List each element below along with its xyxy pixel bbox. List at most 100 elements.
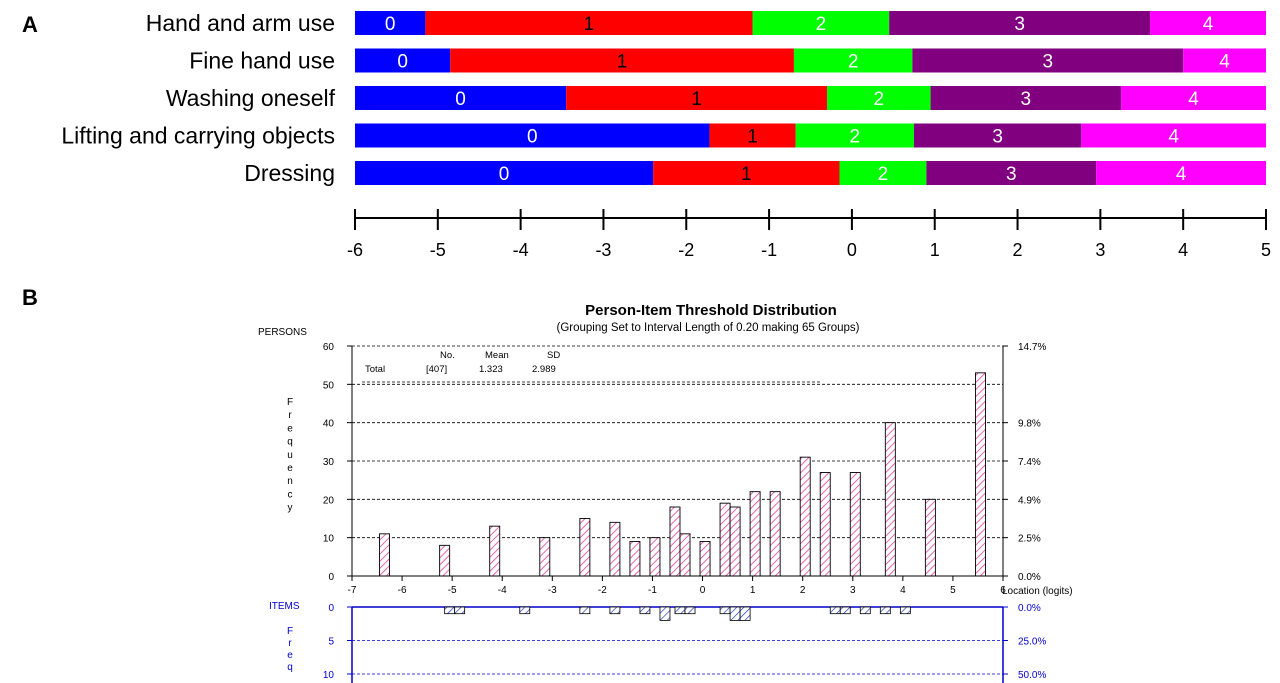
tick-label: 4: [1178, 240, 1188, 260]
row-label: Dressing: [244, 160, 335, 186]
items-axis-label: ITEMS: [269, 601, 300, 612]
stats-value-mean: 1.323: [479, 364, 503, 375]
person-bar: [924, 498, 936, 577]
item-bar: [859, 606, 871, 615]
item-bar: [719, 606, 731, 615]
segment-label: 0: [455, 89, 466, 110]
segment-label: 0: [499, 164, 510, 185]
person-bar: [679, 533, 691, 577]
segment-0: [355, 123, 710, 148]
panel-b-label: B: [22, 285, 38, 310]
segment-4: [1150, 11, 1266, 35]
person-bar: [579, 518, 591, 577]
tick-label: -6: [347, 240, 363, 260]
y-tick-label: 50: [323, 380, 335, 391]
segment-label: 4: [1176, 164, 1187, 185]
panel-a-label: A: [22, 12, 38, 37]
segment-label: 1: [747, 127, 758, 148]
x-tick-label: -6: [398, 585, 407, 596]
segment-1: [653, 161, 840, 185]
items-y-label-letter: F: [287, 626, 293, 637]
x-tick-label: -2: [598, 585, 607, 596]
segment-2: [827, 86, 931, 110]
tick-label: 3: [1095, 240, 1105, 260]
tick-label: -2: [678, 240, 694, 260]
x-tick-label: -4: [498, 585, 507, 596]
item-bar: [609, 606, 621, 615]
stats-header-sd: SD: [547, 350, 560, 361]
segment-4: [1183, 48, 1266, 73]
items-y-label-letter: r: [288, 638, 292, 649]
person-bar: [769, 491, 781, 577]
panel-a-rows: Hand and arm use 0 1 2 3 4 Fine hand use 0 1 2 3 4 W…: [61, 10, 1266, 186]
y-axis-label-letter: y: [288, 503, 293, 514]
segment-4: [1096, 161, 1266, 185]
persons-bars: [379, 372, 986, 577]
person-bar: [799, 456, 811, 577]
segment-label: 0: [397, 52, 408, 73]
segment-label: 1: [741, 164, 752, 185]
y-axis-label-letter: e: [287, 463, 293, 474]
stats-header-no: No.: [440, 350, 455, 361]
x-tick-label: -7: [348, 585, 357, 596]
y-tick-label: 10: [323, 534, 335, 545]
item-bar: [729, 606, 741, 621]
right-tick-label: 0.0%: [1018, 572, 1041, 583]
y-tick-label: 20: [323, 495, 335, 506]
segment-label: 1: [691, 89, 702, 110]
panel-a-x-axis: -6 -5 -4 -3 -2 -1 0 1 2 3 4 5: [347, 209, 1271, 260]
segment-label: 4: [1188, 89, 1199, 110]
x-tick-label: 2: [800, 585, 806, 596]
item-bar: [454, 606, 466, 615]
y-tick-label: 60: [323, 342, 335, 353]
segment-1: [709, 123, 796, 148]
stats-header-mean: Mean: [485, 350, 509, 361]
x-tick-label: 5: [950, 585, 956, 596]
items-y-tick-label: 10: [323, 670, 335, 681]
x-tick-label: -1: [648, 585, 657, 596]
tick-label: 5: [1261, 240, 1271, 260]
segment-label: 3: [1014, 14, 1025, 35]
x-tick-label: 4: [900, 585, 906, 596]
item-bar: [899, 606, 911, 615]
person-bar: [749, 491, 761, 577]
segment-label: 3: [992, 127, 1003, 148]
tick-label: -1: [761, 240, 777, 260]
item-bar: [739, 606, 751, 621]
segment-3: [926, 161, 1097, 185]
segment-3: [889, 11, 1151, 35]
person-bar: [609, 521, 621, 577]
segment-2: [839, 161, 927, 185]
segment-label: 1: [617, 52, 628, 73]
item-bar: [444, 606, 456, 615]
segment-3: [914, 123, 1082, 148]
person-bar: [439, 544, 451, 577]
right-tick-label: 7.4%: [1018, 457, 1041, 468]
person-bar: [819, 472, 831, 577]
segment-4: [1121, 86, 1266, 110]
tick-label: 1: [930, 240, 940, 260]
items-y-label-letter: q: [287, 662, 293, 673]
person-bar: [884, 422, 896, 577]
items-y-tick-label: 0: [328, 603, 334, 614]
y-axis-label-letter: F: [287, 397, 293, 408]
person-bar: [629, 541, 641, 577]
segment-label: 2: [850, 127, 861, 148]
x-axis-label: Location (logits): [1002, 586, 1073, 597]
segment-0: [355, 86, 567, 110]
person-bar: [699, 541, 711, 577]
stats-box: No. Mean SD Total [407] 1.323 2.989: [365, 350, 560, 375]
stats-value-no: [407]: [426, 364, 447, 375]
item-bar: [684, 606, 696, 615]
items-y-tick-label: 5: [328, 637, 334, 648]
x-tick-label: -5: [448, 585, 457, 596]
segment-label: 4: [1168, 127, 1179, 148]
segment-label: 1: [584, 14, 595, 35]
x-tick-label: 6: [1000, 585, 1006, 596]
y-tick-label: 40: [323, 419, 335, 430]
items-right-tick-label: 25.0%: [1018, 637, 1046, 648]
x-tick-label: 3: [850, 585, 856, 596]
right-tick-label: 4.9%: [1018, 495, 1041, 506]
right-tick-label: 14.7%: [1018, 342, 1046, 353]
